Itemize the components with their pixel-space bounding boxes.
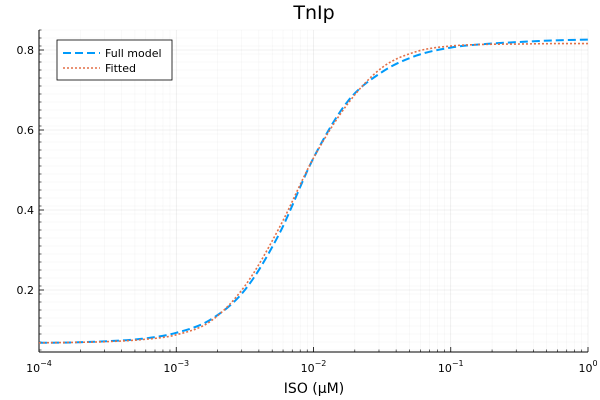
- minor-grid: [39, 29, 588, 352]
- legend: Full model Fitted: [56, 39, 173, 81]
- x-tick-label: 100: [578, 359, 597, 375]
- series-group: [38, 38, 589, 344]
- x-axis-label: ISO (μM): [284, 381, 344, 397]
- legend-box: [56, 39, 173, 81]
- y-tick-label: 0.8: [17, 44, 35, 57]
- y-tick-label: 0.6: [17, 124, 35, 137]
- legend-label-full-model: Full model: [105, 47, 162, 60]
- x-tick-label: 10−4: [26, 359, 52, 375]
- series-line-fitted: [38, 42, 589, 344]
- x-tick-label: 10−2: [301, 359, 327, 375]
- chart-title: TnIp: [292, 2, 334, 24]
- y-tick-label: 0.2: [17, 284, 35, 297]
- axis-ticks: 10−4 10−3 10−2 10−1 100 0.2 0.4 0.6 0.8: [17, 29, 598, 375]
- legend-label-fitted: Fitted: [105, 62, 136, 75]
- x-tick-label: 10−1: [438, 359, 464, 375]
- x-tick-label: 10−3: [163, 359, 189, 375]
- y-tick-label: 0.4: [17, 204, 35, 217]
